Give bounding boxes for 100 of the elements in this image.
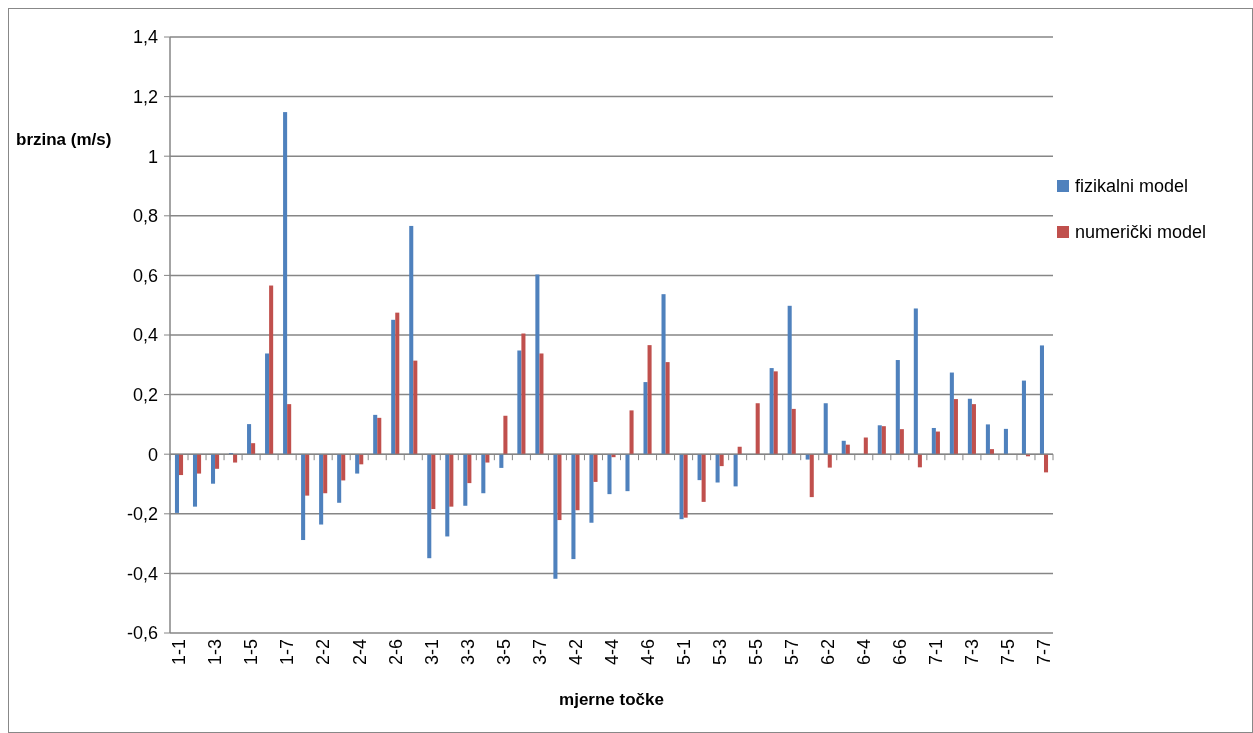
bar <box>845 444 850 455</box>
bar <box>755 403 760 455</box>
bar <box>287 404 292 455</box>
x-tick-label: 5-5 <box>745 639 766 666</box>
bar <box>481 454 486 494</box>
y-tick-label: 1 <box>147 146 158 167</box>
bar <box>377 417 382 455</box>
bar <box>391 319 396 455</box>
bar <box>643 382 648 455</box>
bar <box>301 454 306 541</box>
x-tick-label: 1-3 <box>205 639 226 666</box>
x-tick-label: 6-4 <box>854 639 875 666</box>
bar <box>593 454 598 482</box>
bar <box>251 443 256 455</box>
bar <box>949 372 954 455</box>
bar <box>283 112 288 455</box>
bar <box>935 431 940 455</box>
bar <box>719 454 724 467</box>
bar <box>881 426 886 455</box>
bar <box>427 454 432 559</box>
bar <box>445 454 450 537</box>
x-tick-label: 1-1 <box>169 639 190 666</box>
bar <box>571 454 576 560</box>
bar <box>985 424 990 455</box>
y-tick-label: -0,4 <box>126 563 158 584</box>
bar <box>701 454 706 502</box>
bar <box>769 368 774 455</box>
x-tick-label: 3-7 <box>529 639 550 666</box>
bar <box>877 425 882 455</box>
x-tick-label: 7-3 <box>962 639 983 666</box>
bar <box>809 454 814 498</box>
x-tick-label: 3-5 <box>493 639 514 666</box>
bar <box>629 410 634 455</box>
bar <box>625 454 630 492</box>
bar <box>463 454 468 506</box>
bar <box>823 403 828 455</box>
x-tick-label: 7-5 <box>998 639 1019 666</box>
y-tick-label: -0,6 <box>126 623 158 644</box>
x-tick-label: 1-5 <box>241 639 262 666</box>
x-tick-label: 7-7 <box>1034 639 1055 666</box>
bar <box>373 414 378 455</box>
bar <box>539 353 544 455</box>
bar <box>661 294 666 455</box>
bar <box>197 454 202 474</box>
bar <box>174 454 180 513</box>
bar <box>247 424 252 455</box>
bar <box>1003 428 1008 455</box>
y-axis-title: brzina (m/s) <box>16 130 112 149</box>
y-tick-label: 0,2 <box>132 384 158 405</box>
bar <box>899 429 904 455</box>
bar <box>841 440 846 455</box>
bar <box>395 312 400 455</box>
bar <box>319 454 324 525</box>
bar <box>1043 454 1049 473</box>
x-tick-label: 5-3 <box>709 639 730 666</box>
bar <box>773 371 778 455</box>
bar <box>683 454 688 518</box>
y-tick-label: -0,2 <box>126 504 158 525</box>
bar <box>337 454 342 503</box>
bar <box>409 225 414 455</box>
bar <box>485 454 490 463</box>
x-tick-label: 6-6 <box>890 639 911 666</box>
bar <box>192 454 198 507</box>
x-tick-label: 6-2 <box>818 639 839 666</box>
bar <box>211 454 216 484</box>
bar <box>1039 345 1044 455</box>
bar <box>1021 380 1026 455</box>
y-tick-label: 0,4 <box>132 325 158 346</box>
x-tick-label: 7-1 <box>926 639 947 666</box>
bar <box>557 454 562 521</box>
bar <box>913 308 918 455</box>
bar <box>575 454 580 511</box>
x-tick-label: 4-4 <box>601 639 622 666</box>
y-tick-label: 0,6 <box>132 265 158 286</box>
y-tick-label: 1,2 <box>132 86 158 107</box>
bar <box>553 454 558 579</box>
bar <box>607 454 612 495</box>
bar <box>589 454 594 523</box>
bar <box>499 454 504 468</box>
bar <box>503 415 508 455</box>
x-tick-label: 2-2 <box>313 639 334 666</box>
legend-label: numerički model <box>1075 222 1207 243</box>
bar <box>355 454 360 474</box>
bar <box>517 350 522 455</box>
x-axis-title: mjerne točke <box>559 690 664 709</box>
bar <box>215 454 220 469</box>
bar <box>269 285 274 455</box>
y-tick-label: 0,8 <box>132 206 158 227</box>
legend-label: fizikalni model <box>1075 176 1189 197</box>
bar <box>895 360 900 455</box>
bar <box>535 274 540 455</box>
bar <box>805 454 810 460</box>
x-tick-label: 3-1 <box>421 639 442 666</box>
bar <box>413 360 418 455</box>
bar <box>971 404 976 455</box>
bar <box>733 454 738 487</box>
bar <box>431 454 436 510</box>
bar <box>341 454 346 481</box>
bar <box>967 398 972 455</box>
bar <box>233 454 238 463</box>
